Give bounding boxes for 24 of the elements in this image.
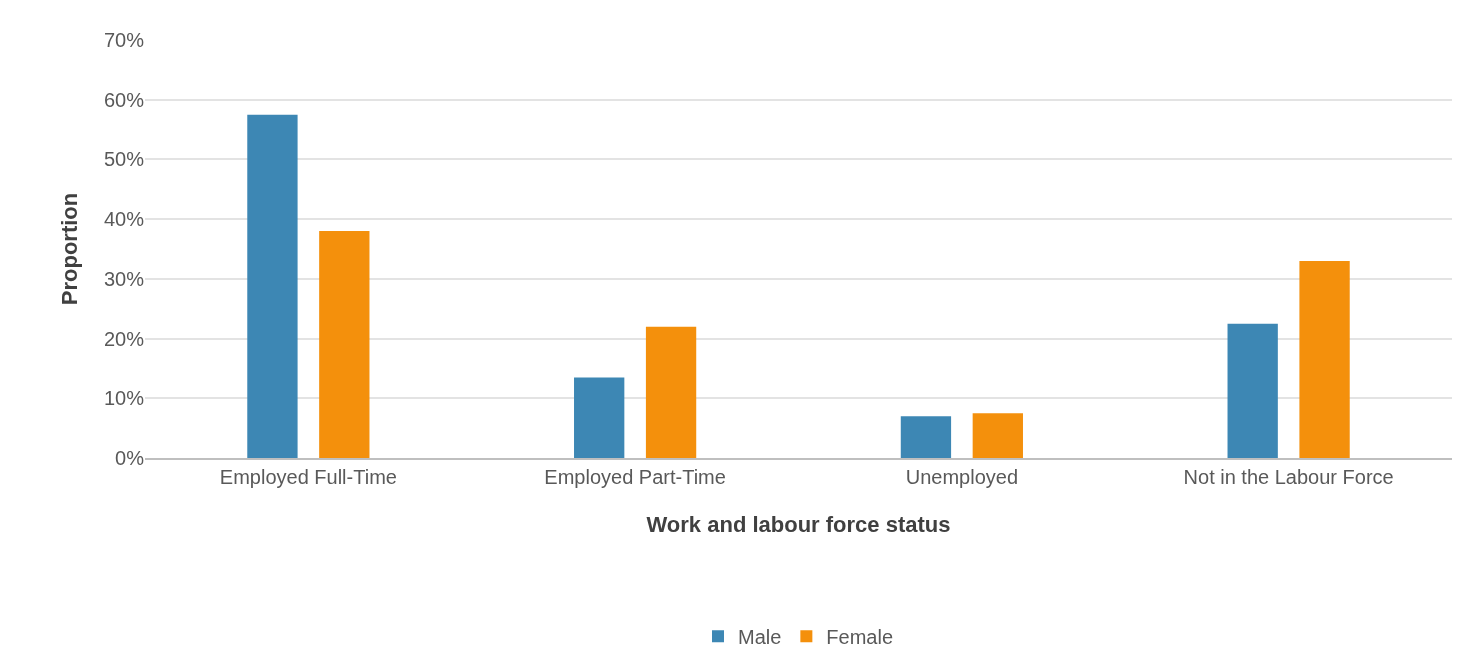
legend-label: Male [738,626,782,649]
x-tick-label: Employed Full-Time [219,466,397,488]
x-axis-title: Work and labour force status [646,512,951,538]
x-tick-label: Unemployed [905,466,1019,488]
x-tick-label: Employed Part-Time [544,466,726,488]
bar [645,326,697,458]
bar [1227,323,1278,458]
x-tick-label: Not in the Labour Force [1183,466,1394,488]
bar [972,413,1023,458]
y-axis-title: Proportion [56,192,82,306]
y-tick-label: 60% [103,88,145,111]
bar [574,377,625,458]
bar [1299,260,1350,458]
y-tick-label: 0% [115,447,145,469]
bar [247,114,298,458]
legend-label: Female [826,626,894,649]
y-tick-label: 20% [103,327,145,350]
bar [900,416,952,458]
y-tick-label: 50% [103,148,145,171]
y-tick-label: 40% [103,208,145,231]
y-tick-label: 30% [103,267,145,290]
y-tick-label: 70% [103,29,145,51]
y-tick-label: 10% [103,387,145,410]
bar [319,231,370,458]
